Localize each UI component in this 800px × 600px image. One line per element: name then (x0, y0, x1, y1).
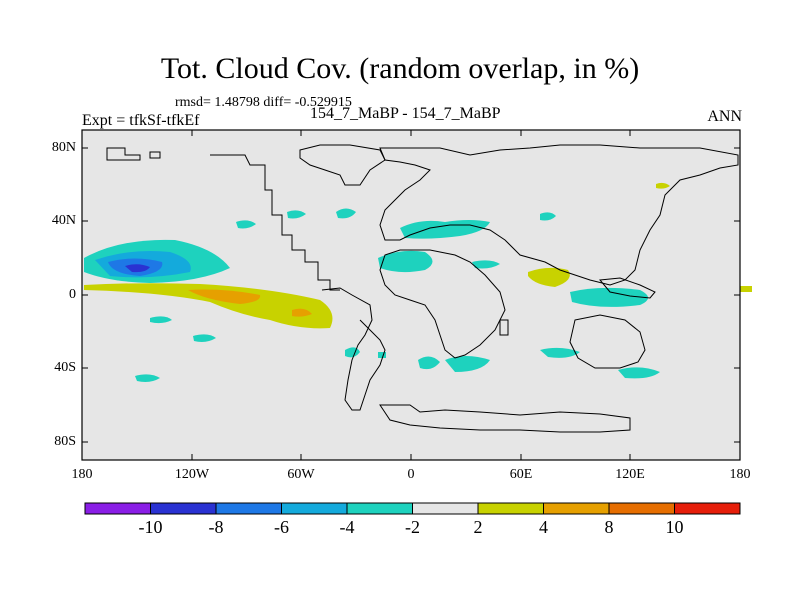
positive-anomaly-east-asia (656, 182, 670, 189)
negative-anomaly-indian-ocean (570, 287, 648, 307)
lat-tick-label: 80N (51, 140, 76, 155)
positive-anomaly-small (740, 286, 752, 292)
negative-anomaly-southern-ocean (540, 347, 580, 358)
colorbar-swatch (543, 502, 610, 515)
lon-tick-label: 180 (71, 467, 93, 482)
negative-anomaly-north-pacific-peak (125, 264, 150, 273)
coastline-greenland (299, 144, 386, 186)
negative-anomaly-north-atlantic2 (287, 210, 306, 219)
coastline-antarctica (379, 404, 631, 433)
negative-anomaly-middle-east (540, 212, 556, 221)
negative-anomaly-south-small (378, 352, 386, 358)
experiment-label: Expt = tfkSf-tfkEf (82, 112, 200, 129)
season-label: ANN (707, 108, 742, 125)
negative-anomaly-north-atlantic3 (336, 208, 356, 219)
colorbar-tick-label: 4 (539, 517, 548, 537)
colorbar-tick-label: -2 (405, 517, 420, 537)
plot-title: Tot. Cloud Cov. (random overlap, in %) (160, 52, 640, 85)
colorbar-swatch (477, 502, 544, 515)
map-ticks (81, 130, 741, 460)
negative-anomaly-south-atlantic (418, 356, 440, 370)
positive-anomaly-tropical-pacific-core (188, 289, 261, 304)
lat-tick-label: 80S (54, 434, 76, 449)
lon-tick-label: 60E (509, 467, 533, 482)
colorbar (84, 502, 741, 515)
colorbar-swatch (281, 502, 348, 515)
colorbar-swatch (412, 502, 479, 515)
negative-anomaly-south-pacific (150, 316, 172, 324)
lat-tick-label: 0 (69, 287, 76, 302)
coastline-australia (569, 314, 646, 369)
coastline-maritime-continent (599, 277, 656, 299)
coastline-madagascar (499, 319, 509, 336)
colorbar-tick-label: 8 (604, 517, 614, 537)
coastline-south-america (321, 287, 386, 411)
negative-anomaly-southern-ocean2 (618, 367, 660, 379)
colorbar-tick-label: -8 (208, 517, 224, 537)
positive-anomaly-indian-ocean (528, 267, 570, 287)
negative-anomaly-arabia (472, 260, 500, 269)
lon-tick-label: 180 (729, 467, 751, 482)
positive-anomaly-tropical-pacific-core2 (292, 308, 312, 317)
negative-anomaly-south-atlantic2 (445, 356, 490, 372)
lon-tick-label: 120E (615, 467, 645, 482)
coastline-small-island (149, 151, 161, 159)
colorbar-swatch (674, 502, 741, 515)
colorbar-tick-label: -4 (339, 517, 355, 537)
negative-anomaly-mediterranean (378, 250, 433, 273)
colorbar-tick-label: -6 (274, 517, 289, 537)
cases-label: 154_7_MaBP - 154_7_MaBP (310, 105, 501, 122)
lat-tick-label: 40N (51, 213, 76, 228)
coastline-africa (379, 249, 506, 359)
negative-anomaly-north-atlantic (236, 220, 256, 229)
coastline-arctic-islands (106, 147, 141, 161)
anomaly-contours (84, 182, 752, 382)
coastline-eurasia (379, 144, 739, 286)
lon-tick-label: 60W (287, 467, 315, 482)
stats-label: rmsd= 1.48798 diff= -0.529915 (175, 95, 352, 110)
negative-anomaly-south-pacific2 (193, 334, 216, 342)
colorbar-swatch (346, 502, 413, 515)
negative-anomaly-south-pacific3 (135, 374, 160, 382)
lat-tick-label: 40S (54, 360, 76, 375)
colorbar-tick-label: -10 (138, 517, 163, 537)
lon-tick-label: 0 (407, 467, 415, 482)
colorbar-swatch (84, 502, 151, 515)
colorbar-swatch (608, 502, 675, 515)
coastline-north-america (210, 154, 340, 291)
colorbar-tick-label: 2 (473, 517, 483, 537)
colorbar-tick-label: 10 (665, 517, 684, 537)
colorbar-swatch (215, 502, 282, 515)
lon-tick-label: 120W (174, 467, 210, 482)
colorbar-swatch (150, 502, 217, 515)
coastlines (106, 144, 739, 433)
positive-anomaly-tropical-pacific (84, 283, 333, 329)
